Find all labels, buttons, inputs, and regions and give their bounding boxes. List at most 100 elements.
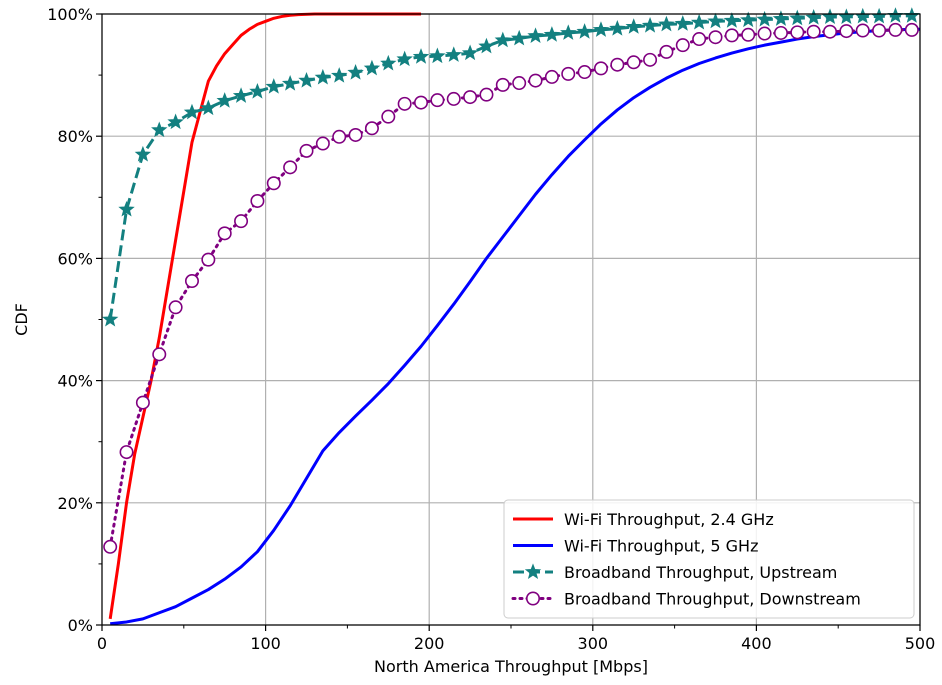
data-point <box>839 24 854 39</box>
data-point <box>396 50 413 67</box>
data-point <box>412 48 430 64</box>
data-point <box>168 300 183 315</box>
legend-label: Broadband Throughput, Upstream <box>564 563 837 582</box>
data-point <box>576 23 593 39</box>
data-point <box>805 9 822 25</box>
data-point <box>283 160 298 175</box>
data-point <box>183 103 201 120</box>
data-point <box>281 75 299 91</box>
data-point <box>314 68 332 85</box>
data-point <box>479 87 494 102</box>
series-line <box>108 14 912 320</box>
data-point <box>854 7 871 24</box>
data-point <box>888 22 903 37</box>
data-point <box>675 38 690 53</box>
data-point <box>232 87 250 103</box>
legend-entry: Broadband Throughput, Downstream <box>511 590 861 609</box>
y-tick-label: 80% <box>57 127 93 146</box>
data-point <box>494 31 512 48</box>
data-point <box>250 193 265 208</box>
data-point <box>364 121 379 136</box>
data-point <box>249 82 266 99</box>
legend: Wi-Fi Throughput, 2.4 GHz Wi-Fi Throughpu… <box>503 499 915 619</box>
data-point <box>463 90 478 105</box>
data-point <box>658 15 675 32</box>
data-point <box>593 61 608 76</box>
series-line <box>108 28 914 549</box>
data-point <box>380 54 397 71</box>
ticks-layer: 0 100 200 300 400 500 0% 20% 40% 60% 80% 100% <box>47 5 935 653</box>
x-tick-label: 0 <box>97 634 107 653</box>
data-point <box>641 16 659 33</box>
data-point <box>119 445 134 460</box>
y-tick-label: 20% <box>57 494 93 513</box>
series-1 <box>110 27 920 626</box>
data-point <box>528 73 543 88</box>
data-point <box>298 71 315 88</box>
data-point <box>101 310 119 327</box>
data-point <box>527 27 544 43</box>
data-point <box>478 37 495 54</box>
data-point <box>544 69 559 84</box>
data-point <box>855 23 870 38</box>
data-point <box>381 109 396 124</box>
legend-box <box>503 499 915 619</box>
data-point <box>659 44 674 59</box>
data-point <box>315 136 330 151</box>
legend-entry: Wi-Fi Throughput, 5 GHz <box>513 537 758 556</box>
data-point <box>740 11 757 28</box>
legend-marker <box>524 563 542 579</box>
data-point <box>135 395 150 410</box>
x-tick-label: 200 <box>414 634 445 653</box>
data-point <box>643 52 658 67</box>
data-point <box>331 67 348 83</box>
x-axis-label: North America Throughput [Mbps] <box>374 657 648 676</box>
data-point <box>724 28 739 43</box>
legend-marker <box>525 591 540 606</box>
data-point <box>674 15 691 31</box>
data-point <box>216 92 233 108</box>
y-tick-label: 0% <box>68 616 93 635</box>
series-2 <box>101 7 921 327</box>
data-point <box>414 95 429 110</box>
data-point <box>151 121 168 138</box>
data-point <box>184 274 199 289</box>
x-tick-label: 100 <box>250 634 281 653</box>
data-point <box>772 10 790 26</box>
x-tick-label: 300 <box>578 634 609 653</box>
data-point <box>903 7 921 23</box>
legend-label: Broadband Throughput, Downstream <box>564 590 861 609</box>
y-axis-label: CDF <box>12 303 31 336</box>
data-point <box>887 7 904 23</box>
data-point <box>756 10 773 27</box>
data-point <box>904 22 919 37</box>
data-point <box>445 46 462 62</box>
series-3 <box>103 22 919 554</box>
data-point <box>741 27 756 42</box>
data-point <box>461 44 479 61</box>
legend-label: Wi-Fi Throughput, 5 GHz <box>564 537 758 556</box>
data-point <box>152 347 167 362</box>
y-tick-label: 40% <box>57 372 93 391</box>
data-point <box>626 55 641 70</box>
data-point <box>299 143 314 158</box>
data-point <box>610 57 625 72</box>
data-point <box>134 145 152 162</box>
data-point <box>757 26 772 41</box>
data-point <box>429 47 446 64</box>
data-point <box>167 113 184 130</box>
data-point <box>707 12 724 29</box>
data-point <box>103 539 118 554</box>
data-point <box>217 226 232 241</box>
data-point <box>789 9 806 26</box>
data-point <box>495 77 510 92</box>
data-point <box>543 26 561 42</box>
data-point <box>872 23 887 38</box>
data-point <box>512 76 527 91</box>
data-point <box>265 78 282 94</box>
legend-entry: Wi-Fi Throughput, 2.4 GHz <box>513 510 774 529</box>
data-point <box>118 200 135 217</box>
data-point <box>773 25 788 40</box>
series-line <box>110 27 920 626</box>
data-point <box>560 24 577 40</box>
